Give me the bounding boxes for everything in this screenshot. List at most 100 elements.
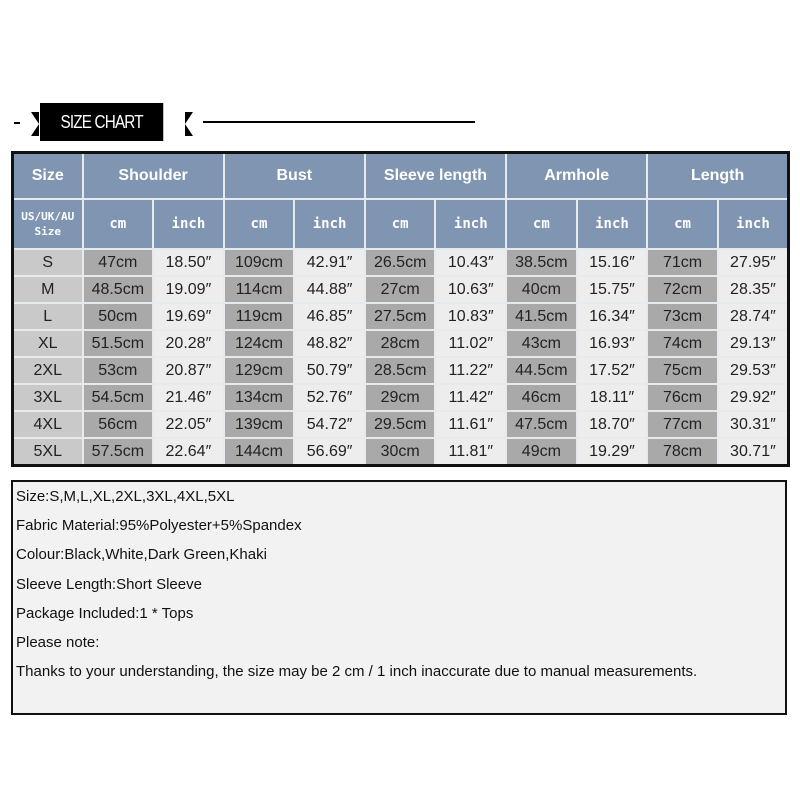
inch-cell: 56.69″	[293, 437, 366, 467]
table-row: 5XL 57.5cm 22.64″ 144cm 56.69″ 30cm 11.81″ 49cm…	[11, 437, 790, 467]
table-row: 2XL 53cm 20.87″ 129cm 50.79″ 28.5cm 11.22″ 44.5…	[11, 356, 790, 385]
note-line: Size:S,M,L,XL,2XL,3XL,4XL,5XL	[16, 488, 235, 505]
inch-cell: 48.82″	[293, 329, 366, 358]
inch-cell: 29.13″	[716, 329, 790, 358]
inch-cell: 22.05″	[152, 410, 225, 439]
size-chart-table: Size Shoulder Bust Sleeve length Armhole…	[11, 151, 790, 467]
cm-cell: 47.5cm	[505, 410, 578, 439]
cm-cell: 74cm	[646, 329, 719, 358]
cm-cell: 114cm	[222, 275, 296, 304]
inch-cell: 27.95″	[716, 248, 790, 277]
inch-cell: 11.42″	[434, 383, 508, 412]
cm-cell: 49cm	[505, 437, 578, 467]
cm-cell: 78cm	[646, 437, 719, 467]
inch-cell: 20.28″	[152, 329, 225, 358]
size-cell: L	[11, 302, 84, 331]
cm-cell: 29.5cm	[363, 410, 437, 439]
cm-cell: 144cm	[222, 437, 296, 467]
cm-cell: 40cm	[505, 275, 578, 304]
cm-cell: 73cm	[646, 302, 719, 331]
inch-cell: 29.53″	[716, 356, 790, 385]
inch-cell: 46.85″	[293, 302, 366, 331]
inch-cell: 42.91″	[293, 248, 366, 277]
header-unit-inch: inch	[575, 198, 649, 250]
cm-cell: 41.5cm	[505, 302, 578, 331]
cm-cell: 139cm	[222, 410, 296, 439]
inch-cell: 54.72″	[293, 410, 366, 439]
cm-cell: 43cm	[505, 329, 578, 358]
table-body: S 47cm 18.50″ 109cm 42.91″ 26.5cm 10.43″ 38.5cm…	[11, 248, 790, 467]
inch-cell: 11.02″	[434, 329, 508, 358]
size-cell: XL	[11, 329, 84, 358]
inch-cell: 21.46″	[152, 383, 225, 412]
inch-cell: 18.11″	[575, 383, 649, 412]
inch-cell: 28.35″	[716, 275, 790, 304]
inch-cell: 30.71″	[716, 437, 790, 467]
size-chart-title: SIZE CHART	[40, 103, 164, 141]
table-row: XL 51.5cm 20.28″ 124cm 48.82″ 28cm 11.02″ 43cm 1…	[11, 329, 790, 358]
cm-cell: 54.5cm	[81, 383, 155, 412]
inch-cell: 10.43″	[434, 248, 508, 277]
note-line: Sleeve Length:Short Sleeve	[16, 575, 202, 593]
cm-cell: 124cm	[222, 329, 296, 358]
inch-cell: 19.09″	[152, 275, 225, 304]
cm-cell: 29cm	[363, 383, 437, 412]
inch-cell: 17.52″	[575, 356, 649, 385]
cm-cell: 53cm	[81, 356, 155, 385]
inch-cell: 18.50″	[152, 248, 225, 277]
cm-cell: 57.5cm	[81, 437, 155, 467]
inch-cell: 10.83″	[434, 302, 508, 331]
header-unit-inch: inch	[293, 198, 366, 250]
inch-cell: 29.92″	[716, 383, 790, 412]
inch-cell: 11.81″	[434, 437, 508, 467]
cm-cell: 56cm	[81, 410, 155, 439]
cm-cell: 27cm	[363, 275, 437, 304]
cm-cell: 28cm	[363, 329, 437, 358]
inch-cell: 20.87″	[152, 356, 225, 385]
header-shoulder: Shoulder	[81, 151, 225, 200]
inch-cell: 22.64″	[152, 437, 225, 467]
note-line: Package Included:1 * Tops	[16, 604, 194, 622]
cm-cell: 76cm	[646, 383, 719, 412]
header-unit-cm: cm	[646, 198, 719, 250]
size-cell: 4XL	[11, 410, 84, 439]
header-bust: Bust	[222, 151, 366, 200]
cm-cell: 30cm	[363, 437, 437, 467]
cm-cell: 26.5cm	[363, 248, 437, 277]
inch-cell: 16.34″	[575, 302, 649, 331]
cm-cell: 50cm	[81, 302, 155, 331]
header-unit-inch: inch	[716, 198, 790, 250]
banner-ribbon-right	[185, 112, 193, 136]
title-dash	[14, 122, 20, 124]
cm-cell: 38.5cm	[505, 248, 578, 277]
inch-cell: 52.76″	[293, 383, 366, 412]
inch-cell: 28.74″	[716, 302, 790, 331]
header-row-units: US/UK/AU Size cm inch cm inch cm inch cm inch cm…	[11, 198, 790, 250]
cm-cell: 71cm	[646, 248, 719, 277]
header-unit-cm: cm	[505, 198, 578, 250]
cm-cell: 47cm	[81, 248, 155, 277]
size-cell: M	[11, 275, 84, 304]
cm-cell: 44.5cm	[505, 356, 578, 385]
header-unit-inch: inch	[152, 198, 225, 250]
table-row: S 47cm 18.50″ 109cm 42.91″ 26.5cm 10.43″ 38.5cm…	[11, 248, 790, 277]
table-row: M 48.5cm 19.09″ 114cm 44.88″ 27cm 10.63″ 40cm 15…	[11, 275, 790, 304]
inch-cell: 44.88″	[293, 275, 366, 304]
cm-cell: 119cm	[222, 302, 296, 331]
inch-cell: 19.69″	[152, 302, 225, 331]
header-size: Size	[11, 151, 84, 200]
cm-cell: 46cm	[505, 383, 578, 412]
inch-cell: 15.16″	[575, 248, 649, 277]
header-row-groups: Size Shoulder Bust Sleeve length Armhole…	[11, 151, 790, 200]
header-unit-cm: cm	[81, 198, 155, 250]
inch-cell: 15.75″	[575, 275, 649, 304]
cm-cell: 28.5cm	[363, 356, 437, 385]
header-unit-cm: cm	[363, 198, 437, 250]
inch-cell: 18.70″	[575, 410, 649, 439]
table-row: L 50cm 19.69″ 119cm 46.85″ 27.5cm 10.83″ 41.5cm…	[11, 302, 790, 331]
cm-cell: 77cm	[646, 410, 719, 439]
table-row: 3XL 54.5cm 21.46″ 134cm 52.76″ 29cm 11.42″ 46cm…	[11, 383, 790, 412]
inch-cell: 16.93″	[575, 329, 649, 358]
size-cell: 2XL	[11, 356, 84, 385]
inch-cell: 19.29″	[575, 437, 649, 467]
